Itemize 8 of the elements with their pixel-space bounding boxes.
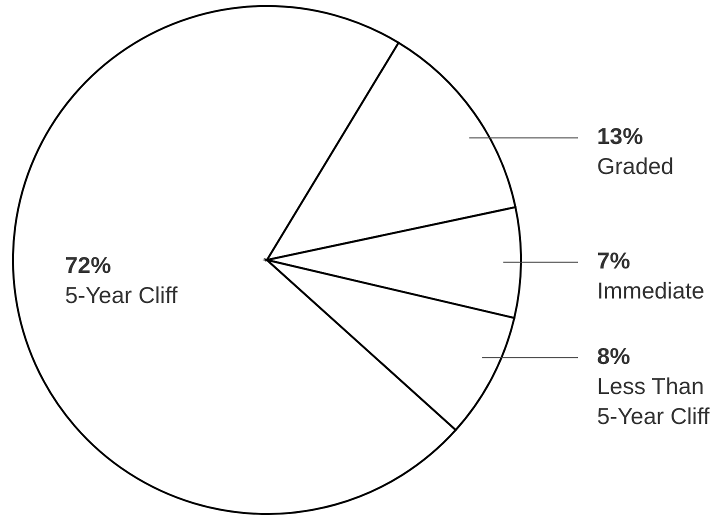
slice-label: Immediate: [597, 278, 704, 304]
data-label: 7%: [597, 248, 630, 274]
slice-label: Graded: [597, 153, 674, 180]
data-label: 13%: [597, 123, 644, 150]
slice-label: 5-Year Cliff: [65, 282, 178, 308]
data-label: 72%: [65, 252, 112, 278]
data-label: 8%: [597, 343, 630, 370]
slice-label: Less Than 5-Year Cliff: [597, 373, 710, 430]
